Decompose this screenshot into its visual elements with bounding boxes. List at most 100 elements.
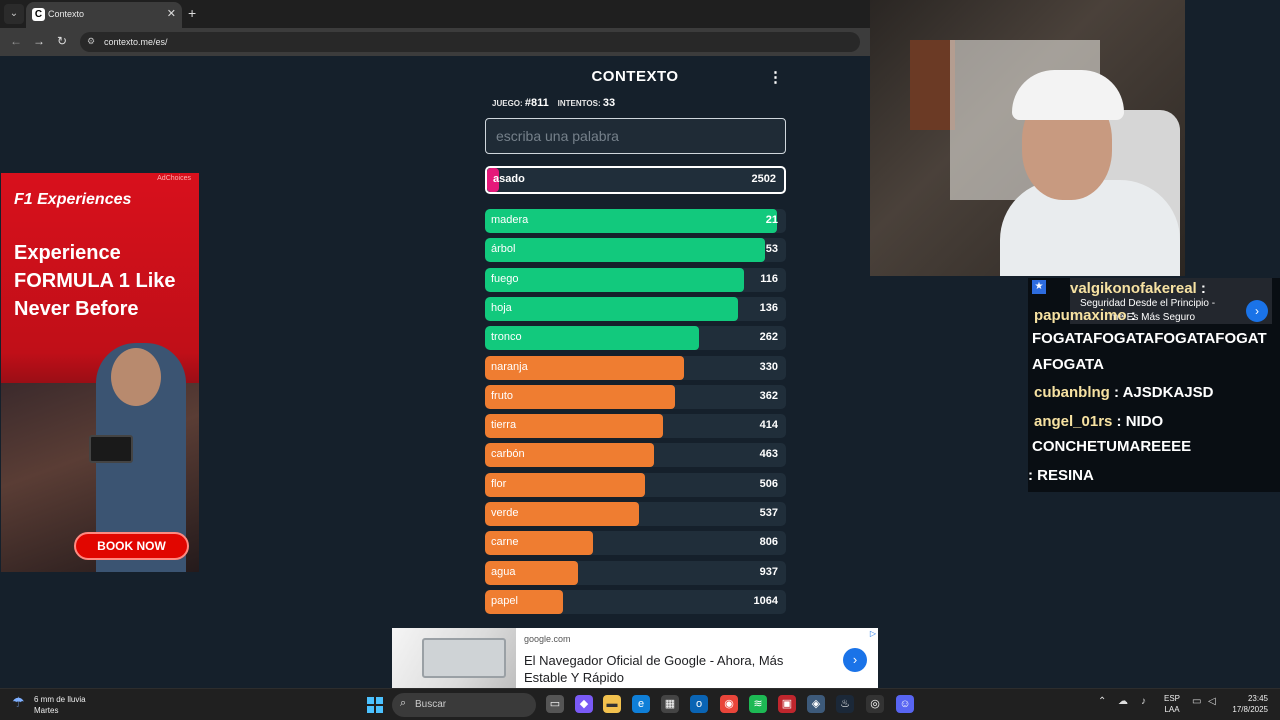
tab-contexto[interactable]: C Contexto ✕ — [26, 2, 182, 28]
task-view-icon[interactable]: ▭ — [546, 695, 564, 713]
guess-row: agua 937 — [485, 560, 786, 585]
current-guess-fill — [487, 168, 499, 192]
guess-row: tronco 262 — [485, 326, 786, 351]
new-tab-button[interactable]: + — [188, 5, 197, 21]
chat-message: angel_01rs : NIDO — [1034, 413, 1163, 430]
lang-line-2: LAA — [1164, 705, 1180, 714]
f1-logo: F1 Experiences — [14, 191, 132, 208]
guess-rank: 136 — [759, 301, 778, 314]
site-info-icon[interactable]: ⚙ — [87, 36, 96, 46]
store-icon[interactable]: ▦ — [661, 695, 679, 713]
spotify-icon[interactable]: ≋ — [749, 695, 767, 713]
webcam-overlay — [870, 0, 1185, 276]
chrome-icon[interactable]: ◉ — [720, 695, 738, 713]
chat-text: FOGATAFOGATAFOGATAFOGAT — [1032, 330, 1267, 347]
ad-choices-label[interactable]: AdChoices — [157, 175, 191, 182]
chat-text: : AJSDKAJSD — [1109, 384, 1214, 401]
guess-word: tronco — [491, 331, 522, 344]
f1-ad[interactable]: AdChoices F1 Experiences Experience FORM… — [1, 173, 199, 572]
ad-domain: google.com — [524, 634, 571, 644]
file-explorer-icon[interactable]: ▬ — [603, 695, 621, 713]
tab-search-button[interactable]: ⌄ — [4, 4, 24, 24]
volume-icon[interactable]: ◁ — [1208, 696, 1216, 707]
guess-rank: 330 — [759, 360, 778, 373]
menu-icon[interactable]: ⋮ — [768, 69, 783, 86]
chat-message: papumaximo : — [1034, 307, 1136, 324]
guess-fill — [485, 443, 654, 468]
forward-button[interactable]: → — [33, 34, 45, 48]
ad-choices-icon[interactable]: ▷ — [869, 629, 876, 638]
ad-title[interactable]: El Navegador Oficial de Google - Ahora, … — [524, 653, 784, 685]
steam-icon[interactable]: ♨ — [836, 695, 854, 713]
back-button[interactable]: ← — [10, 34, 22, 48]
clock[interactable]: 23:45 17/8/2025 — [1222, 693, 1268, 715]
ad-person-head — [111, 348, 161, 406]
chat-ad-banner[interactable]: Seguridad Desde el Principio - me Es Más… — [1070, 278, 1272, 324]
book-now-button[interactable]: BOOK NOW — [74, 532, 189, 560]
edge-icon[interactable]: e — [632, 695, 650, 713]
chat-ad-arrow-icon[interactable]: › — [1246, 300, 1268, 322]
chat-message: AFOGATA — [1032, 356, 1104, 373]
guess-row: verde 537 — [485, 502, 786, 526]
onedrive-icon[interactable]: ☁ — [1118, 696, 1128, 707]
chat-text: : — [1126, 307, 1136, 324]
chat-username[interactable]: valgikonofakereal — [1070, 280, 1197, 297]
url-text[interactable]: contexto.me/es/ — [104, 37, 168, 47]
outlook-icon[interactable]: o — [690, 695, 708, 713]
chat-message: FOGATAFOGATAFOGATAFOGAT — [1032, 330, 1267, 347]
copilot-icon[interactable]: ◆ — [575, 695, 593, 713]
guess-row: madera 21 — [485, 209, 786, 233]
word-input[interactable] — [485, 118, 786, 154]
game-label: JUEGO: — [492, 99, 523, 108]
taskbar: ☂ 6 mm de lluvia Martes ⌕ Buscar ▭ ◆ ▬ e… — [0, 688, 1280, 720]
guess-fill — [485, 238, 765, 263]
guess-word: verde — [491, 507, 519, 519]
chat-username[interactable]: papumaximo — [1034, 307, 1127, 324]
page-body: CONTEXTO ⋮ JUEGO: #811 INTENTOS: 33 asad… — [0, 56, 870, 622]
ad-open-arrow-icon[interactable]: › — [843, 648, 867, 672]
guess-fill — [485, 267, 744, 292]
address-bar[interactable]: ⚙ contexto.me/es/ — [80, 32, 860, 52]
chat-text: AFOGATA — [1032, 356, 1104, 373]
clock-date: 17/8/2025 — [1232, 705, 1268, 714]
guess-row: carne 806 — [485, 531, 786, 556]
app-icon-2[interactable]: ◈ — [807, 695, 825, 713]
guess-fill — [485, 560, 579, 585]
chat-ad-text-2: me Es Más Seguro — [1110, 312, 1196, 323]
guess-rank: 537 — [759, 507, 778, 519]
guess-word: tierra — [491, 419, 517, 432]
chat-message: valgikonofakereal : — [1070, 280, 1206, 297]
reload-button[interactable]: ↻ — [57, 34, 68, 48]
weather-widget[interactable]: 6 mm de lluvia Martes — [34, 694, 86, 716]
tab-title: Contexto — [48, 9, 85, 19]
windows-start-icon[interactable] — [367, 697, 383, 713]
chat-username[interactable]: angel_01rs — [1034, 413, 1113, 430]
guess-word: agua — [491, 565, 516, 578]
language-indicator[interactable]: ESP LAA — [1164, 693, 1180, 715]
microphone-icon[interactable]: ♪ — [1141, 696, 1146, 707]
discord-icon[interactable]: ☺ — [896, 695, 914, 713]
guess-word: árbol — [491, 243, 516, 256]
guess-fill — [485, 355, 684, 380]
guess-fill — [485, 296, 738, 321]
taskbar-search[interactable]: ⌕ Buscar — [392, 693, 536, 717]
chat-message: cubanblng : AJSDKAJSD — [1034, 384, 1213, 401]
guess-rank: 1064 — [753, 594, 778, 607]
obs-icon[interactable]: ◎ — [866, 695, 884, 713]
app-icon[interactable]: ▣ — [778, 695, 796, 713]
guess-rank: 262 — [759, 331, 778, 344]
chat-message: : RESINA — [1028, 467, 1094, 484]
guess-row: fruto 362 — [485, 384, 786, 409]
guess-fill — [485, 414, 663, 439]
guess-rank: 937 — [759, 565, 778, 578]
chat-username[interactable]: cubanblng — [1034, 384, 1110, 401]
weather-icon[interactable]: ☂ — [12, 694, 25, 710]
guess-word: madera — [491, 214, 529, 226]
tray-chevron-icon[interactable]: ⌃ — [1098, 696, 1107, 707]
guess-word: flor — [491, 477, 507, 490]
guess-rank: 116 — [760, 272, 778, 285]
ad-laptop-image — [392, 628, 516, 688]
google-ad[interactable]: google.com El Navegador Oficial de Googl… — [392, 628, 878, 688]
close-tab-icon[interactable]: ✕ — [166, 8, 176, 20]
network-icon[interactable]: ▭ — [1192, 696, 1202, 707]
